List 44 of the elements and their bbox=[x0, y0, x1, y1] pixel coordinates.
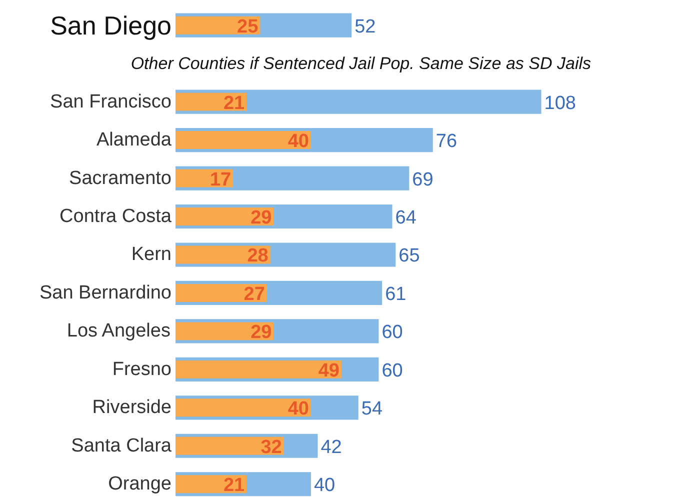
bar bbox=[176, 131, 311, 150]
bar bbox=[176, 436, 284, 455]
data-label: 25 bbox=[237, 16, 259, 38]
data-label: 27 bbox=[244, 284, 265, 305]
annotation: Other Counties if Sentenced Jail Pop. Same Size as SD Jails bbox=[130, 54, 592, 74]
data-label: 40 bbox=[288, 398, 309, 420]
y-tick-label: Orange bbox=[108, 474, 172, 495]
data-label: 29 bbox=[250, 208, 272, 229]
data-label: 17 bbox=[210, 169, 232, 190]
data-label: 76 bbox=[436, 131, 458, 152]
y-tick-label: San Francisco bbox=[50, 91, 172, 112]
bar bbox=[176, 398, 311, 417]
bar bbox=[176, 360, 342, 378]
data-label: 60 bbox=[382, 322, 403, 344]
data-label: 54 bbox=[361, 398, 383, 420]
bar bbox=[176, 284, 267, 302]
bar bbox=[176, 208, 274, 226]
data-label: 108 bbox=[544, 92, 576, 114]
y-tick-label: Sacramento bbox=[69, 168, 172, 189]
data-label: 32 bbox=[260, 436, 282, 458]
y-tick-label: Fresno bbox=[112, 358, 172, 380]
y-tick-label: Contra Costa bbox=[60, 206, 172, 228]
data-label: 52 bbox=[354, 16, 376, 38]
data-label: 21 bbox=[223, 475, 246, 496]
data-label: 40 bbox=[314, 475, 336, 496]
data-label: 29 bbox=[250, 322, 272, 344]
data-label: 28 bbox=[247, 246, 268, 267]
data-label: 69 bbox=[412, 169, 434, 190]
bar bbox=[176, 322, 274, 340]
y-tick-label: Los Angeles bbox=[66, 320, 170, 342]
data-label: 21 bbox=[223, 92, 246, 114]
y-tick-label: San Bernardino bbox=[39, 282, 172, 304]
data-label: 60 bbox=[382, 360, 403, 382]
data-label: 40 bbox=[288, 131, 309, 152]
data-label: 42 bbox=[320, 436, 342, 458]
data-label: 61 bbox=[385, 284, 406, 305]
data-label: 49 bbox=[318, 360, 340, 382]
y-tick-label: Riverside bbox=[92, 397, 172, 418]
data-label: 65 bbox=[398, 246, 420, 267]
data-label: 64 bbox=[395, 208, 417, 229]
y-tick-label: Kern bbox=[131, 244, 172, 266]
y-tick-label: Santa Clara bbox=[71, 435, 172, 456]
y-tick-label: San Diego bbox=[50, 10, 172, 40]
y-tick-label: Alameda bbox=[96, 130, 172, 151]
